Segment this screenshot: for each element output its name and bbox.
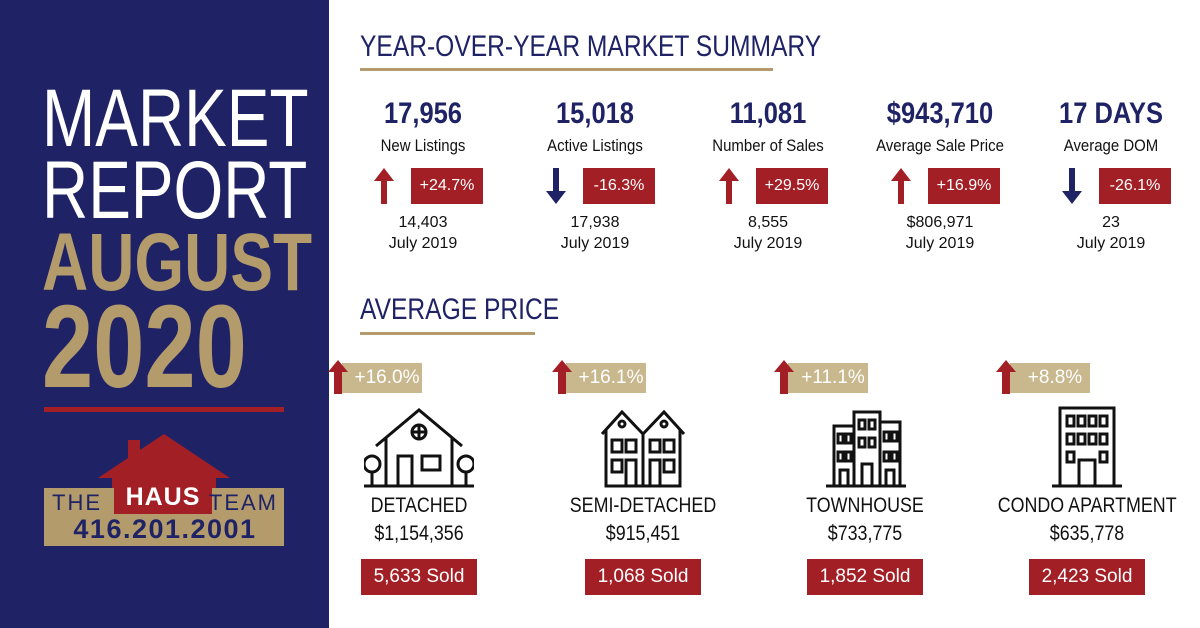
- stat-value: 11,081: [729, 97, 807, 130]
- stat-average-sale-price: $943,710 Average Sale Price +16.9% $806,…: [855, 96, 1025, 252]
- logo-the: THE: [52, 490, 102, 515]
- type-name: TOWNHOUSE: [806, 494, 924, 517]
- semi-detached-house-icon: [600, 409, 686, 488]
- arrow-up-icon: [719, 168, 739, 204]
- hero-year: 2020: [42, 281, 247, 413]
- type-price: $635,778: [1049, 522, 1125, 545]
- type-name: CONDO APARTMENT: [997, 494, 1177, 517]
- stat-label: Active Listings: [547, 136, 643, 155]
- prev-value: 17,938: [570, 214, 620, 231]
- prev-period: July 2019: [905, 235, 975, 252]
- change-badge: +24.7%: [411, 168, 483, 204]
- prev-period: July 2019: [733, 235, 803, 252]
- divider: [44, 407, 284, 412]
- arrow-up-icon: [328, 360, 348, 394]
- arrow-up-icon: [374, 168, 394, 204]
- type-price: $733,775: [827, 522, 903, 545]
- arrow-up-icon: [891, 168, 911, 204]
- prev-value: 14,403: [398, 214, 448, 231]
- townhouse-icon: [826, 410, 906, 488]
- stat-change: +24.7%: [373, 168, 493, 204]
- prev-value: $806,971: [906, 214, 974, 231]
- stat-label: New Listings: [380, 136, 466, 155]
- stat-previous: 8,555 July 2019: [683, 212, 853, 254]
- avg-price-title-rule: [360, 332, 535, 335]
- change-badge: +8.8%: [1010, 363, 1090, 393]
- stat-change: +16.9%: [890, 168, 1010, 204]
- stat-active-listings: 15,018 Active Listings -16.3% 17,938 Jul…: [510, 96, 680, 252]
- arrow-up-icon: [774, 360, 794, 394]
- haus-team-logo: THE HAUS TEAM 416.201.2001: [44, 432, 284, 546]
- arrow-up-icon: [552, 360, 572, 394]
- arrow-down-icon: [546, 168, 566, 204]
- logo-haus: HAUS: [114, 480, 212, 514]
- summary-title: YEAR-OVER-YEAR MARKET SUMMARY: [360, 30, 822, 63]
- stat-value: $943,710: [886, 97, 994, 130]
- roof-icon: [98, 434, 230, 490]
- stat-label: Number of Sales: [712, 136, 824, 155]
- stat-previous: 23 July 2019: [1026, 212, 1196, 254]
- arrow-up-icon: [996, 360, 1016, 394]
- sold-badge: 5,633 Sold: [361, 559, 477, 595]
- change-badge: +29.5%: [756, 168, 828, 204]
- prev-value: 23: [1102, 214, 1120, 231]
- type-name: SEMI-DETACHED: [569, 494, 717, 517]
- detached-house-icon: [364, 408, 474, 488]
- stat-change: +29.5%: [718, 168, 838, 204]
- change-badge: +16.9%: [928, 168, 1000, 204]
- stat-previous: $806,971 July 2019: [855, 212, 1025, 254]
- prev-period: July 2019: [560, 235, 630, 252]
- stat-value: 17 DAYS: [1059, 97, 1163, 130]
- change-badge: +11.1%: [788, 363, 868, 393]
- stat-change: -26.1%: [1061, 168, 1181, 204]
- hero-month: AUGUST: [42, 217, 313, 308]
- prev-value: 8,555: [747, 214, 789, 231]
- avg-price-title: AVERAGE PRICE: [360, 293, 560, 326]
- change-badge: +16.0%: [342, 363, 422, 393]
- prev-period: July 2019: [388, 235, 458, 252]
- phone-number: 416.201.2001: [73, 514, 257, 544]
- stat-average-dom: 17 DAYS Average DOM -26.1% 23 July 2019: [1026, 96, 1196, 252]
- sold-badge: 1,068 Sold: [585, 559, 701, 595]
- stat-change: -16.3%: [545, 168, 665, 204]
- sold-badge: 2,423 Sold: [1029, 559, 1145, 595]
- stat-value: 17,956: [383, 97, 462, 130]
- left-panel: MARKET REPORT AUGUST 2020 THE HAUS TEAM …: [0, 0, 329, 628]
- stat-previous: 17,938 July 2019: [510, 212, 680, 254]
- summary-title-rule: [360, 68, 773, 71]
- change-badge: +16.1%: [566, 363, 646, 393]
- prev-period: July 2019: [1076, 235, 1146, 252]
- stat-new-listings: 17,956 New Listings +24.7% 14,403 July 2…: [338, 96, 508, 252]
- stat-label: Average Sale Price: [876, 136, 1004, 155]
- stat-previous: 14,403 July 2019: [338, 212, 508, 254]
- stat-number-of-sales: 11,081 Number of Sales +29.5% 8,555 July…: [683, 96, 853, 252]
- condo-building-icon: [1052, 406, 1122, 488]
- change-badge: -26.1%: [1099, 168, 1171, 204]
- type-price: $1,154,356: [374, 522, 464, 545]
- type-price: $915,451: [605, 522, 681, 545]
- logo-team: TEAM: [208, 490, 278, 515]
- stat-value: 15,018: [555, 97, 634, 130]
- sold-badge: 1,852 Sold: [807, 559, 923, 595]
- arrow-down-icon: [1062, 168, 1082, 204]
- change-badge: -16.3%: [583, 168, 655, 204]
- stat-label: Average DOM: [1063, 136, 1159, 155]
- type-name: DETACHED: [370, 494, 468, 517]
